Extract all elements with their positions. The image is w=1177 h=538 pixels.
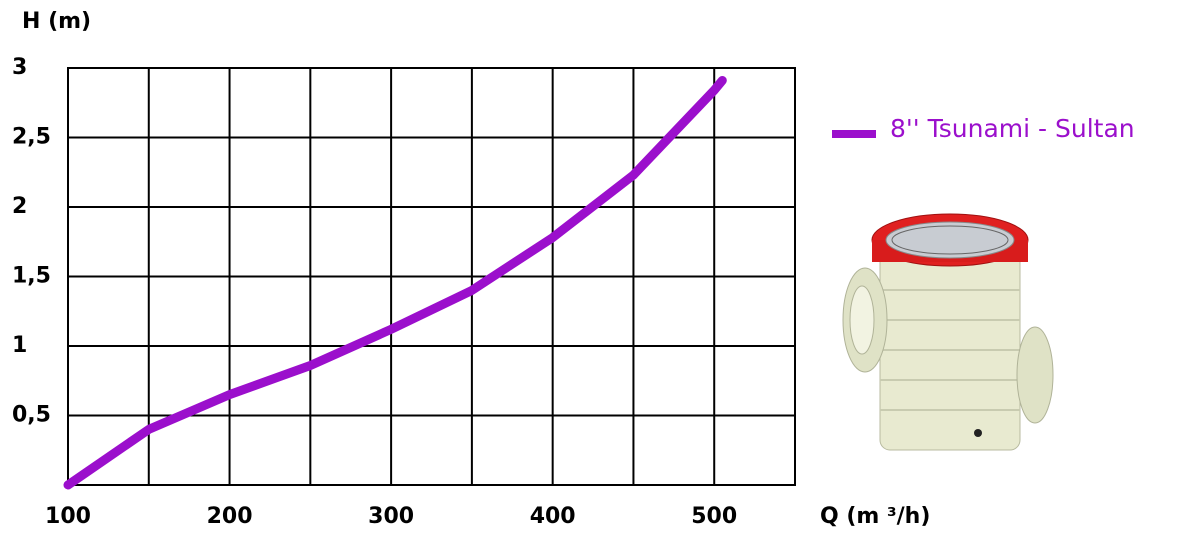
x-tick-label: 200 [207,504,253,529]
x-tick-label: 100 [45,504,91,529]
y-tick-label: 1 [12,333,27,358]
data-line [63,76,727,490]
y-tick-label: 1,5 [12,264,51,289]
x-tick-label: 500 [691,504,737,529]
legend-label: 8'' Tsunami - Sultan [890,114,1135,143]
y-tick-label: 2,5 [12,125,51,150]
y-tick-label: 2 [12,194,27,219]
x-tick-label: 300 [368,504,414,529]
x-axis-label: Q (m ³/h) [820,504,930,529]
y-tick-label: 3 [12,55,27,80]
pump-illustration [842,213,1054,451]
y-tick-label: 0,5 [12,403,51,428]
x-tick-label: 400 [530,504,576,529]
legend: 8'' Tsunami - Sultan [832,114,1135,143]
y-axis-label: H (m) [22,9,91,34]
